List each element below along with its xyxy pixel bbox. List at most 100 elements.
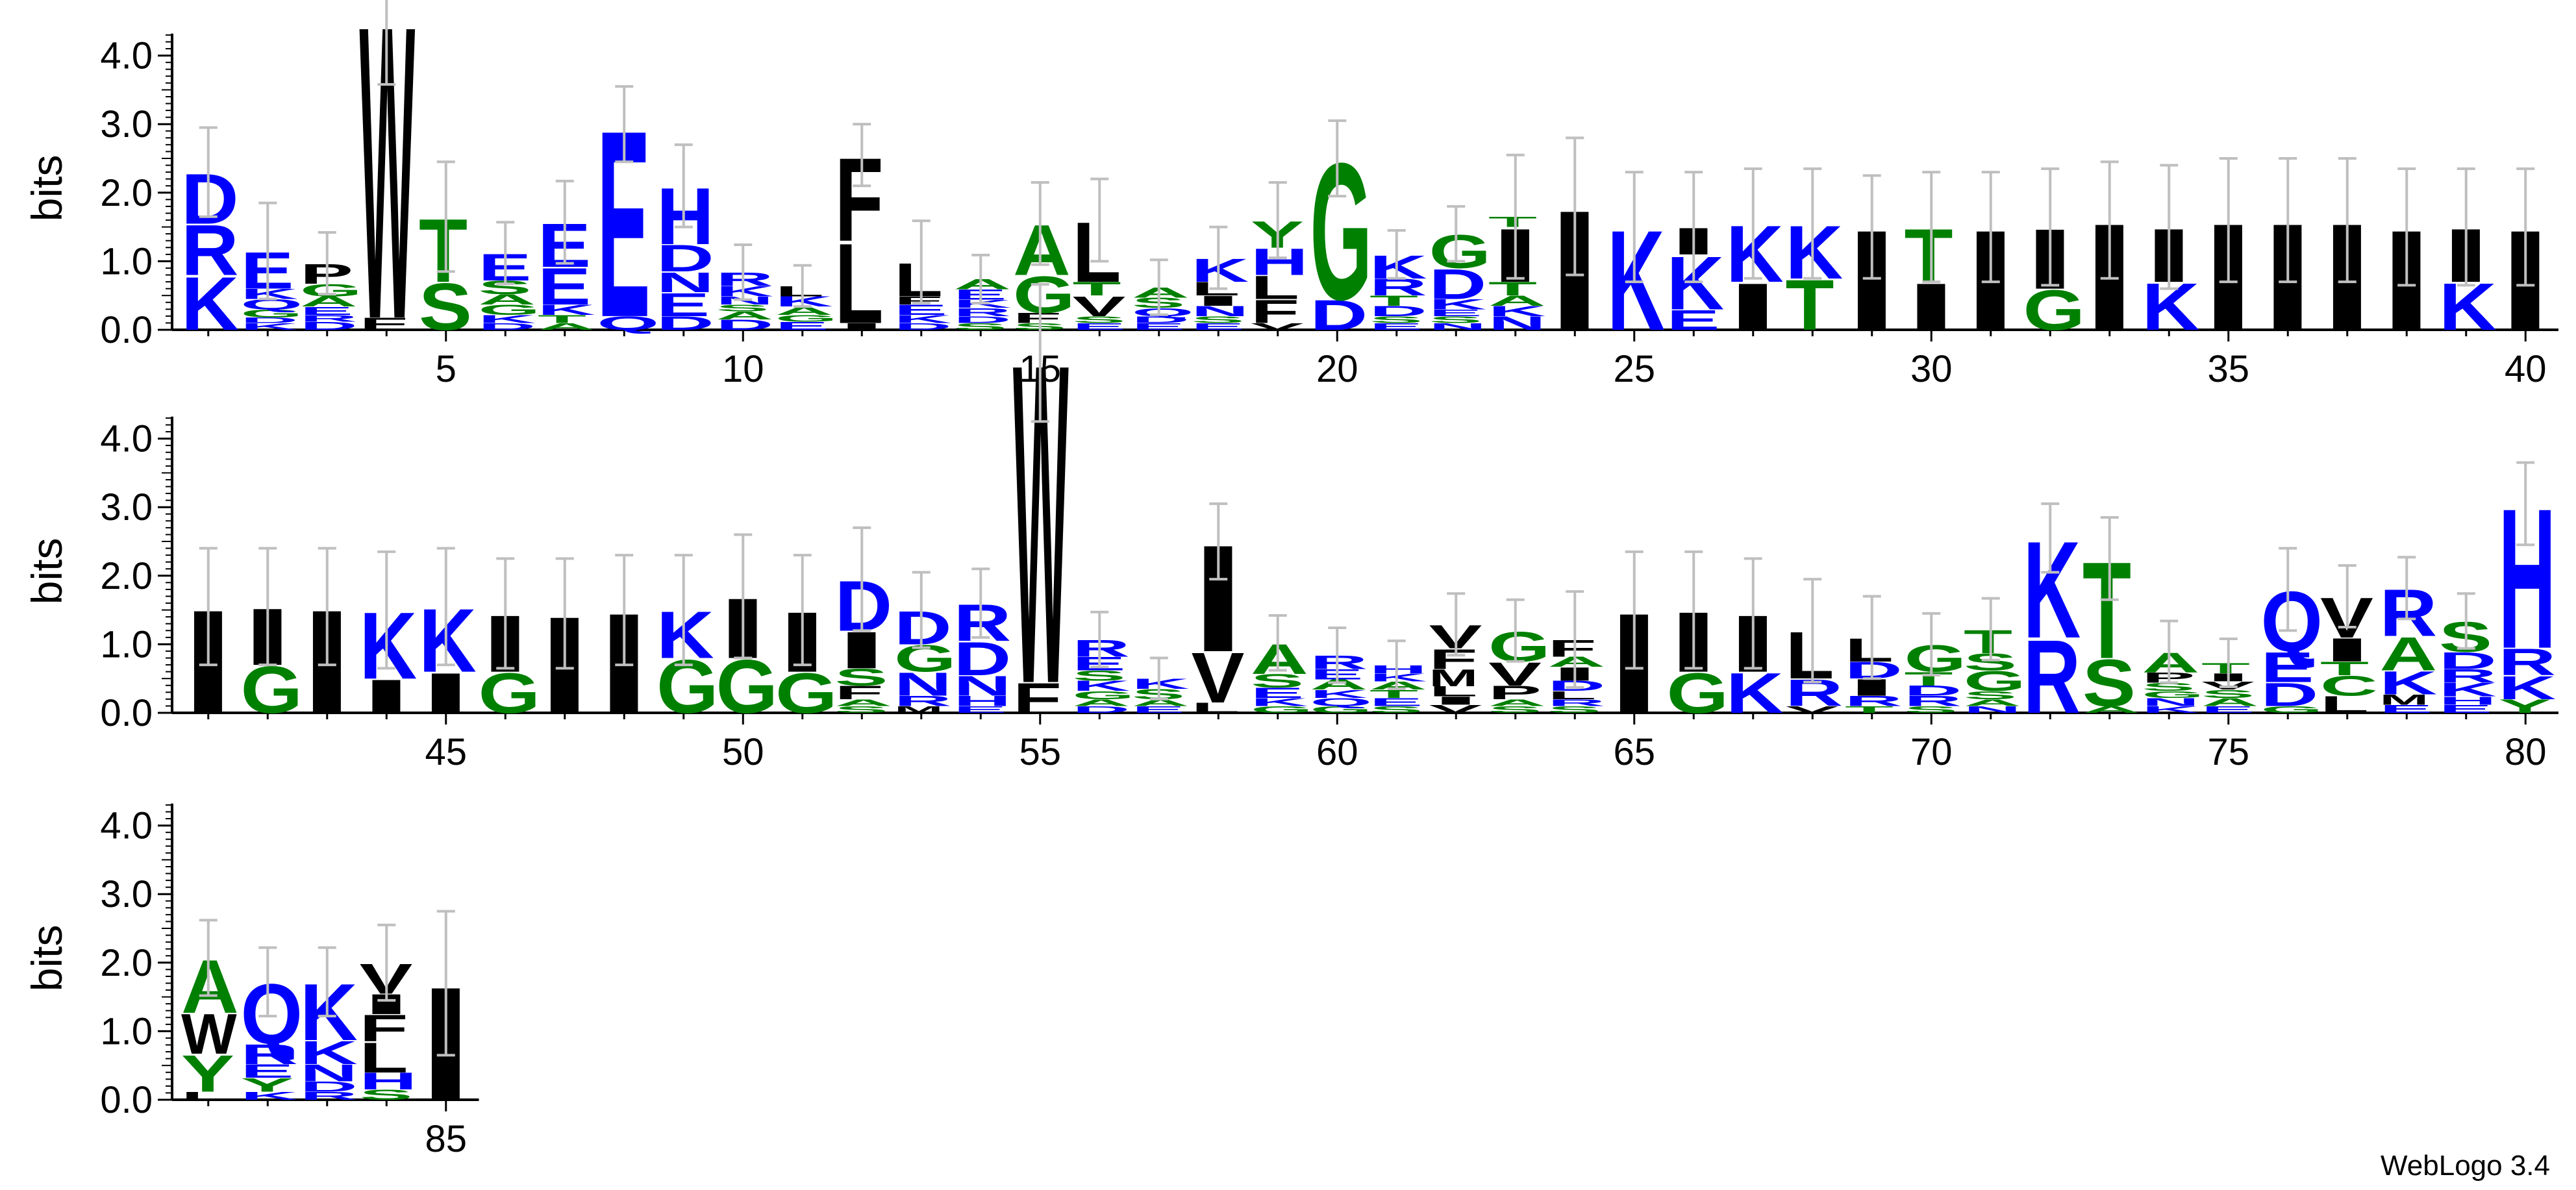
logo-letter: F xyxy=(1013,310,1062,326)
x-tick-label: 25 xyxy=(1613,348,1655,390)
error-bar xyxy=(1981,597,2000,662)
logo-letter: G xyxy=(1310,122,1373,340)
logo-letter: H xyxy=(657,171,714,262)
logo-letter: V xyxy=(1251,321,1304,332)
logo-letter: Y xyxy=(2499,695,2552,717)
error-bar xyxy=(674,143,693,229)
error-bar xyxy=(1268,614,1287,672)
logo-letter: T xyxy=(419,200,468,301)
logo-column-46: GI xyxy=(479,557,540,725)
logo-letter: A xyxy=(1251,635,1308,683)
logo-column-68: VRL xyxy=(1786,578,1843,715)
logo-letter: Q xyxy=(241,967,303,1062)
logo-letter: D xyxy=(894,601,952,654)
error-bar xyxy=(2279,157,2297,284)
logo-letter: G xyxy=(1013,266,1075,324)
error-bar xyxy=(1268,180,1287,260)
error-bar xyxy=(1209,502,1228,581)
logo-column-43: I xyxy=(300,547,354,745)
logo-letter: R xyxy=(300,313,358,323)
logo-letter: T xyxy=(2201,660,2250,676)
logo-column-67: KI xyxy=(1726,557,1784,725)
y-tick-label: 1.0 xyxy=(100,240,153,282)
logo-letter: D xyxy=(1310,291,1368,339)
logo-letter: D xyxy=(181,158,239,239)
logo-letter: K xyxy=(657,598,714,672)
error-bar xyxy=(615,85,634,164)
error-bar xyxy=(377,0,396,86)
logo-letter: G xyxy=(1667,661,1729,725)
x-tick-label: 70 xyxy=(1910,731,1953,773)
x-tick-label: 20 xyxy=(1316,348,1358,390)
logo-letter: K xyxy=(2439,679,2497,700)
logo-letter: T xyxy=(1905,214,1953,299)
logo-column-15: SFGA xyxy=(1013,180,1075,332)
logo-letter: K xyxy=(241,321,299,332)
logo-letter: S xyxy=(360,1087,413,1103)
logo-letter: Q xyxy=(2261,575,2323,670)
error-bar xyxy=(199,126,218,218)
logo-column-57: EASK xyxy=(1132,656,1190,715)
error-bar xyxy=(555,557,574,670)
logo-letter: H xyxy=(2499,467,2557,690)
y-tick-label: 0.0 xyxy=(100,1079,153,1121)
y-tick-label: 0.0 xyxy=(100,309,153,351)
error-bar xyxy=(2457,167,2475,287)
logo-letter: H xyxy=(954,693,1012,709)
logo-letter: A xyxy=(181,944,239,1029)
error-bar xyxy=(377,550,396,670)
logo-letter: H xyxy=(360,1068,418,1095)
logo-letter: G xyxy=(1310,704,1373,715)
error-bar xyxy=(1744,167,1762,280)
x-tick-label: 80 xyxy=(2505,731,2547,773)
logo-letter: K xyxy=(1488,303,1546,319)
logo-letter: K xyxy=(538,302,595,318)
logo-letter: K xyxy=(1369,248,1427,285)
logo-letter: R xyxy=(954,594,1012,652)
error-bar xyxy=(1328,119,1347,198)
error-bar xyxy=(734,533,753,660)
logo-letter: I xyxy=(1429,694,1483,707)
logo-letter: A xyxy=(2082,704,2140,715)
logo-letter: L xyxy=(1192,700,1240,716)
x-tick-label: 45 xyxy=(425,731,467,773)
error-bar xyxy=(2219,637,2238,688)
logo-letter: G xyxy=(2023,278,2086,342)
logo-letter: R xyxy=(954,306,1012,319)
error-bar xyxy=(1922,171,1941,284)
error-bar xyxy=(1387,639,1406,691)
error-bar xyxy=(436,547,455,667)
logo-letter: E xyxy=(1667,304,1720,336)
logo-letter: T xyxy=(1964,623,2012,660)
logo-letter: W xyxy=(181,1002,237,1066)
error-bar xyxy=(1328,626,1347,684)
logo-letter: L xyxy=(894,253,943,306)
logo-letter: D xyxy=(954,314,1012,325)
logo-letter: T xyxy=(1905,668,1953,689)
logo-letter: A xyxy=(2201,696,2259,709)
logo-letter: K xyxy=(241,1089,299,1102)
logo-letter: S xyxy=(1369,314,1423,325)
error-bar xyxy=(734,243,753,301)
y-tick-label: 3.0 xyxy=(100,486,153,528)
x-tick-label: 35 xyxy=(2207,348,2249,390)
logo-column-39: KI xyxy=(2439,167,2497,344)
logo-letter: I xyxy=(1726,269,1780,344)
error-bar xyxy=(1090,177,1109,263)
logo-letter: A xyxy=(479,291,536,308)
logo-letter: A xyxy=(300,293,358,310)
logo-column-10: DASNKR xyxy=(716,243,773,333)
logo-letter: D xyxy=(835,565,893,646)
logo-row-3: 0.01.02.03.04.0bits85LYWAKYERQRDNKKSHLFI… xyxy=(23,803,479,1160)
logo-letter: K xyxy=(1607,201,1665,360)
error-bar xyxy=(2516,167,2535,287)
logo-column-50: GI xyxy=(716,533,778,729)
